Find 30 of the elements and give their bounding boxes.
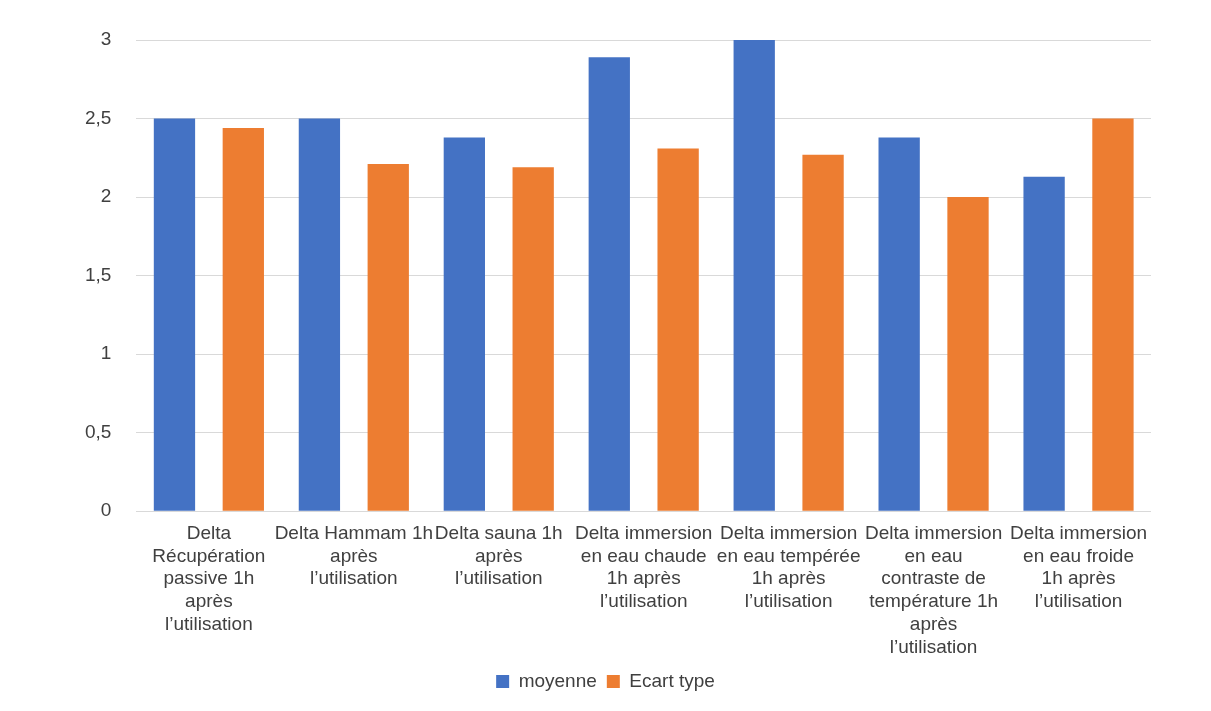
bar: [1023, 176, 1065, 511]
bar: [1092, 118, 1134, 511]
y-tick-label: 2: [100, 185, 112, 207]
bar: [947, 197, 989, 511]
bar: [802, 154, 844, 511]
bar: [733, 40, 775, 511]
y-tick-label: 0,5: [84, 420, 112, 442]
bar: [512, 167, 554, 511]
x-tick-label: Delta sauna 1h après l’utilisation: [434, 521, 563, 589]
bar: [588, 57, 630, 511]
bar: [443, 137, 485, 511]
x-tick-label: Delta immersion en eau froide 1h après l’utilisation: [1009, 521, 1148, 612]
bar: [657, 148, 699, 511]
y-tick-label: 2,5: [84, 106, 112, 128]
bar: [298, 118, 341, 511]
bar: [222, 127, 264, 511]
bar: [367, 164, 409, 511]
y-tick-label: 0: [100, 499, 112, 521]
x-tick-label: Delta immersion en eau contraste de température 1h après l’utilisation: [864, 521, 1003, 657]
x-tick-label: Delta immersion en eau chaude 1h après l’utilisation: [575, 521, 713, 612]
x-tick-label: Delta Hammam 1h après l’utilisation: [274, 521, 434, 589]
x-tick-label: Delta Récupération passive 1h après l’utilisation: [152, 521, 266, 635]
x-tick-label: Delta immersion en eau tempérée 1h après l’utilisation: [716, 521, 861, 612]
legend-label: Ecart type: [629, 669, 715, 691]
bar: [153, 118, 196, 511]
legend-label: moyenne: [518, 669, 597, 691]
y-tick-label: 3: [100, 28, 112, 50]
y-tick-label: 1,5: [84, 263, 112, 285]
y-tick-label: 1: [100, 342, 112, 364]
bar: [878, 137, 920, 511]
